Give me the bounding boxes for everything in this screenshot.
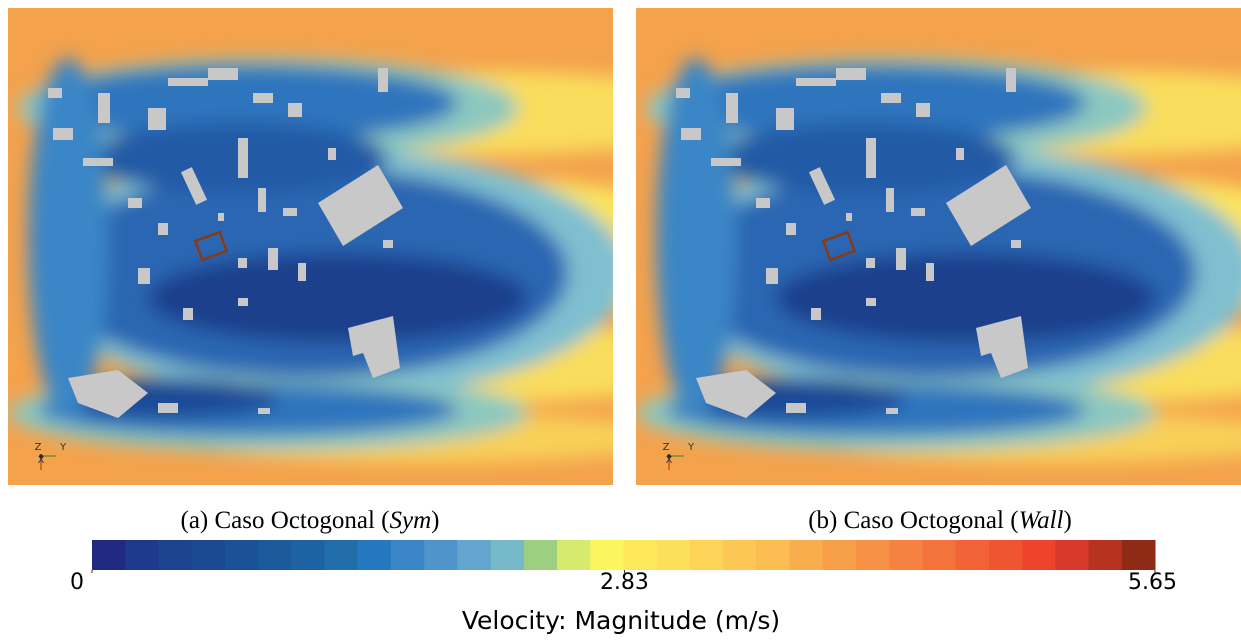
axis-triad-label: X — [38, 455, 45, 466]
color-band — [324, 540, 359, 570]
caption: (a) Caso Octogonal (Sym) — [181, 507, 440, 534]
color-band — [424, 540, 458, 570]
panel: Z Y X — [636, 8, 1241, 485]
panel: Z Y X — [8, 8, 738, 485]
contour-image — [8, 8, 738, 485]
color-band — [623, 540, 658, 570]
color-band — [1121, 540, 1156, 570]
tick-label: 0 — [70, 570, 84, 595]
tick-label: 5.65 — [1128, 570, 1177, 595]
caption-part: Wall — [1019, 507, 1064, 534]
color-band — [390, 540, 425, 570]
color-band — [856, 540, 890, 570]
color-band — [92, 540, 126, 570]
color-band — [224, 540, 259, 570]
color-band — [789, 540, 824, 570]
color-band — [723, 540, 757, 570]
color-band — [656, 540, 691, 570]
panels: Z Y X (a) Caso Octogonal (Sym) Z Y X (b) Caso O… — [8, 8, 1241, 534]
color-band — [457, 540, 492, 570]
axis-triad-label: X — [666, 455, 673, 466]
caption-part: ) — [431, 507, 439, 534]
color-band — [125, 540, 159, 570]
color-band — [590, 540, 624, 570]
caption: (b) Caso Octogonal (Wall) — [808, 507, 1072, 534]
color-band — [756, 540, 791, 570]
colorbar: 0 2.83 5.65 — [70, 540, 1177, 595]
colorbar-label: Velocity: Magnitude (m/s) — [462, 606, 780, 635]
color-band — [689, 540, 724, 570]
caption-part: ) — [1063, 507, 1071, 534]
tick-label: 2.83 — [600, 570, 649, 595]
color-band — [822, 540, 857, 570]
color-band — [158, 540, 193, 570]
color-band — [922, 540, 957, 570]
color-band — [988, 540, 1023, 570]
color-band — [889, 540, 923, 570]
color-band — [1088, 540, 1123, 570]
color-band — [191, 540, 226, 570]
caption-part: Sym — [389, 507, 431, 534]
axis-triad-label: Y — [687, 442, 695, 453]
color-band — [291, 540, 326, 570]
caption-part: (a) Caso Octogonal ( — [181, 507, 390, 534]
color-band — [357, 540, 392, 570]
color-band — [955, 540, 990, 570]
color-band — [490, 540, 525, 570]
caption-part: (b) Caso Octogonal ( — [808, 507, 1018, 534]
axis-triad-label: Z — [663, 442, 670, 453]
color-band — [1055, 540, 1090, 570]
axis-triad-label: Y — [59, 442, 67, 453]
axis-triad-label: Z — [35, 442, 42, 453]
color-band — [1022, 540, 1056, 570]
color-band — [258, 540, 292, 570]
color-band — [557, 540, 591, 570]
contour-image — [636, 8, 1241, 485]
color-band — [523, 540, 558, 570]
